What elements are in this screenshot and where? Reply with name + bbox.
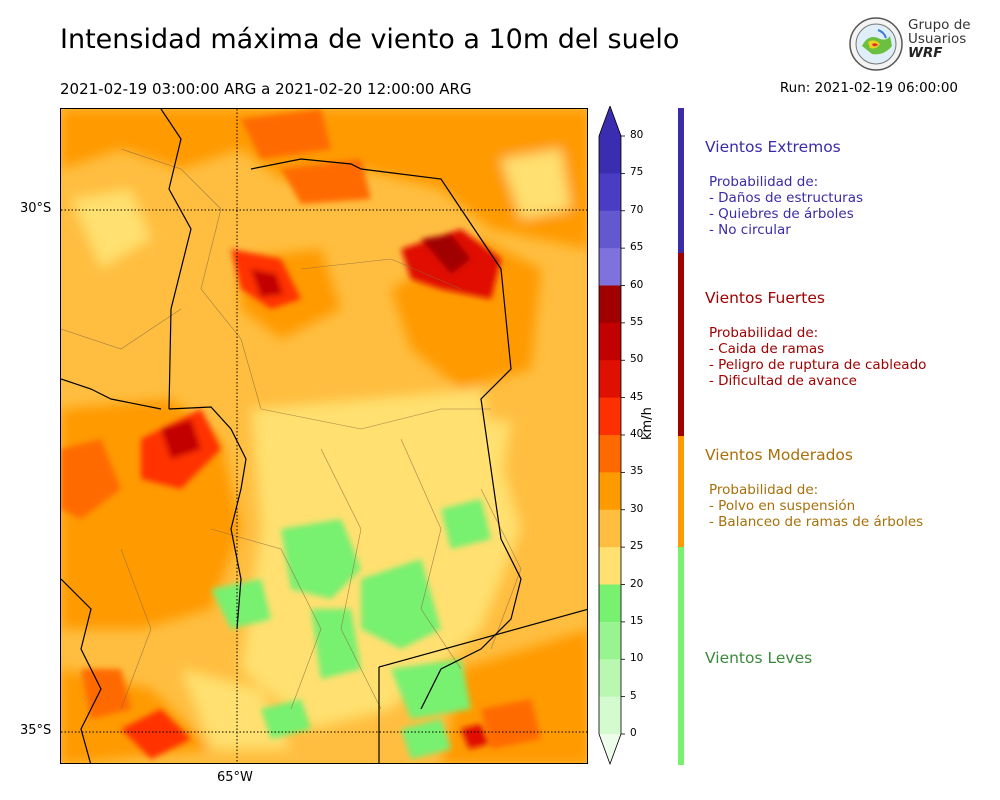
category-title: Vientos Extremos <box>705 138 841 156</box>
colorbar-bin <box>599 435 621 473</box>
wind-map <box>60 108 588 764</box>
colorbar-tick-label: 30 <box>630 502 644 515</box>
colorbar-bin <box>599 584 621 623</box>
colorbar-bin <box>599 360 621 399</box>
colorbar-tick-label: 65 <box>630 241 644 254</box>
colorbar-tick-label: 35 <box>630 465 644 478</box>
logo-line-2: Usuarios <box>908 31 967 47</box>
colorbar-bin <box>599 621 621 660</box>
colorbar-tick-label: 5 <box>630 689 637 702</box>
lat-label-30s: 30°S <box>20 201 52 216</box>
category-item: - Balanceo de ramas de árboles <box>709 514 924 530</box>
colorbar-tick-label: 80 <box>630 129 644 141</box>
colorbar-bin <box>599 136 621 174</box>
colorbar-extend-bottom <box>599 734 621 764</box>
category-extremos: Vientos Extremos Probabilidad de: - Daño… <box>705 138 863 238</box>
colorbar-tick-label: 0 <box>630 727 637 739</box>
colorbar-tick-label: 20 <box>630 577 644 590</box>
category-item: - Dificultad de avance <box>709 373 857 389</box>
colorbar-extend-top <box>599 106 621 136</box>
colorbar-tick-label: 25 <box>630 540 644 553</box>
logo-line-1: Grupo de <box>908 17 971 33</box>
colorbar-tick-label: 10 <box>630 652 644 665</box>
colorbar <box>598 106 625 766</box>
wind-field <box>61 109 587 763</box>
category-item: - Daños de estructuras <box>709 190 864 206</box>
colorbar-bin <box>599 472 621 511</box>
colorbar-tick-label: 15 <box>630 614 644 627</box>
category-subheader: Probabilidad de: <box>709 482 819 498</box>
colorbar-bin <box>599 285 621 324</box>
category-title: Vientos Leves <box>705 649 813 667</box>
category-bar-fuertes <box>678 253 684 436</box>
category-subheader: Probabilidad de: <box>709 325 819 341</box>
category-details: Probabilidad de: - Caida de ramas - Peli… <box>709 325 926 389</box>
colorbar-unit: km/h <box>640 407 655 440</box>
map-title: Intensidad máxima de viento a 10m del su… <box>60 24 680 55</box>
category-fuertes: Vientos Fuertes Probabilidad de: - Caida… <box>705 289 926 389</box>
colorbar-bin <box>599 173 621 212</box>
colorbar-tick-label: 55 <box>630 315 644 328</box>
colorbar-tick-label: 40 <box>630 428 644 440</box>
category-details: Probabilidad de: - Polvo en suspensión -… <box>709 482 923 530</box>
category-item: - Polvo en suspensión <box>709 498 856 514</box>
colorbar-bin <box>599 547 621 585</box>
category-item: - Caida de ramas <box>709 341 825 357</box>
colorbar-bin <box>599 696 621 735</box>
colorbar-tick-label: 45 <box>630 390 644 403</box>
category-item: - Quiebres de árboles <box>709 206 854 222</box>
category-title: Vientos Fuertes <box>705 289 825 307</box>
colorbar-bin <box>599 659 621 698</box>
colorbar-bin <box>599 509 621 548</box>
category-bar-extremos <box>678 108 684 253</box>
category-item: - No circular <box>709 222 791 238</box>
colorbar-tick-label: 60 <box>630 278 644 291</box>
run-timestamp: Run: 2021-02-19 06:00:00 <box>779 80 958 96</box>
colorbar-bin <box>599 322 621 361</box>
category-moderados: Vientos Moderados Probabilidad de: - Pol… <box>705 446 923 530</box>
category-leves: Vientos Leves <box>705 649 812 667</box>
logo-line-3: WRF <box>908 45 943 61</box>
wrf-logo: Grupo de Usuarios WRF <box>848 16 978 74</box>
category-subheader: Probabilidad de: <box>709 174 819 190</box>
logo-text: Grupo de Usuarios WRF <box>908 18 971 60</box>
category-bar-leves <box>678 547 684 765</box>
colorbar-bin <box>599 397 621 436</box>
lon-label-65w: 65°W <box>217 770 253 785</box>
category-title: Vientos Moderados <box>705 446 853 464</box>
colorbar-bin <box>599 210 621 249</box>
lat-label-35s: 35°S <box>20 723 52 738</box>
colorbar-tick-label: 50 <box>630 353 644 366</box>
colorbar-tick-label: 70 <box>630 203 644 216</box>
category-item: - Peligro de ruptura de cableado <box>709 357 927 373</box>
category-details: Probabilidad de: - Daños de estructuras … <box>709 174 863 238</box>
colorbar-tick-label: 75 <box>630 166 644 179</box>
forecast-period: 2021-02-19 03:00:00 ARG a 2021-02-20 12:… <box>60 80 472 98</box>
globe-icon <box>849 17 903 71</box>
colorbar-bin <box>599 248 621 286</box>
category-bar-moderados <box>678 436 684 547</box>
